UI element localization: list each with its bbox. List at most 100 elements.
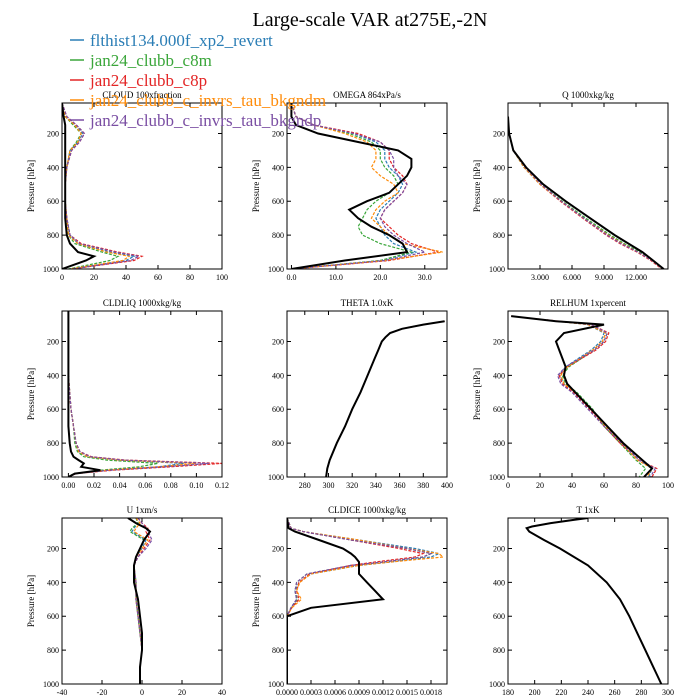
legend: flthist134.000f_xp2_revert jan24_clubb_c8… [70,31,326,130]
series-group [290,103,443,269]
series-line-4 [290,103,427,269]
y-tick-label: 200 [493,129,505,138]
figure-title: Large-scale VAR at275E,-2N [253,9,488,31]
legend-item: jan24_clubb_c_invrs_tau_bkgndp [70,111,321,130]
x-tick-label: -20 [97,688,108,697]
x-tick-label: 9.000 [595,273,613,282]
x-tick-label: 400 [441,481,453,490]
x-tick-label: 0 [60,273,64,282]
plot-frame [286,310,448,478]
series-line-4 [67,311,210,477]
x-tick-label: 60 [600,481,608,490]
series-line-4 [511,315,657,477]
series-line-1 [67,311,159,477]
obs-series-line [287,518,386,684]
y-tick-label: 400 [493,371,505,380]
panel-2: Q 1000xkg/kg Pressure [hPa] 200 400 600 800 10… [472,90,669,282]
x-tick-label: 0.0003 [300,688,322,697]
y-tick-label: 800 [493,646,505,655]
series-line-2 [325,320,445,477]
series-group [511,315,658,477]
legend-item: flthist134.000f_xp2_revert [70,31,273,50]
legend-item: jan24_clubb_c8p [70,71,207,90]
legend-label: jan24_clubb_c_invrs_tau_bkgndm [89,91,326,110]
y-tick-label: 1000 [489,265,505,274]
obs-series-line [67,311,101,477]
plot-frame [61,517,223,685]
series-line-4 [508,116,664,269]
panel-title: OMEGA 864xPa/s [333,90,401,100]
y-tick-label: 1000 [43,265,59,274]
plot-frame [507,310,669,478]
series-line-2 [525,518,662,684]
y-tick-label: 400 [47,163,59,172]
series-line-3 [67,311,197,477]
obs-series-line [325,320,445,477]
panel-7: CLDICE 1000xkg/kg Pressure [hPa] 200 400 600… [251,505,448,697]
series-line-0 [525,518,662,684]
y-tick-label: 200 [272,129,284,138]
obs-series-line [511,315,654,477]
panel-title: U 1xm/s [127,505,158,515]
series-group [127,518,153,684]
x-tick-label: 260 [609,688,621,697]
x-tick-label: 240 [582,688,594,697]
x-tick-label: -40 [57,688,68,697]
series-group [287,518,445,684]
x-tick-label: 0.0012 [372,688,394,697]
x-tick-label: 320 [346,481,358,490]
y-tick-label: 200 [272,337,284,346]
y-tick-label: 600 [47,405,59,414]
panel-1: OMEGA 864xPa/s Pressure [hPa] 200 400 600 800… [251,90,448,282]
plot-frame [61,102,223,270]
series-line-1 [525,518,662,684]
series-line-1 [325,320,445,477]
y-axis-label: Pressure [hPa] [251,575,261,627]
y-tick-label: 1000 [268,265,284,274]
series-group [67,311,222,477]
panel-title: Q 1000xkg/kg [562,90,614,100]
y-tick-label: 800 [47,231,59,240]
y-tick-label: 600 [272,405,284,414]
panel-title: THETA 1.0xK [341,298,394,308]
x-tick-label: 300 [662,688,674,697]
series-line-0 [67,311,184,477]
series-group [325,320,445,477]
y-tick-label: 1000 [43,473,59,482]
panel-3: CLDLIQ 1000xkg/kg Pressure [hPa] 200 400 600… [26,298,229,490]
y-tick-label: 200 [47,544,59,553]
x-tick-label: 280 [299,481,311,490]
panel-title: CLDICE 1000xkg/kg [328,505,406,515]
panel-title: RELHUM 1xpercent [550,298,626,308]
series-line-3 [511,315,653,477]
y-tick-label: 600 [272,612,284,621]
y-tick-label: 400 [272,371,284,380]
x-tick-label: 30.0 [418,273,432,282]
x-tick-label: 0.12 [215,481,229,490]
y-axis-label: Pressure [hPa] [251,160,261,212]
panel-title: CLOUD 100xfraction [102,90,182,100]
series-line-3 [287,518,445,684]
y-tick-label: 800 [493,231,505,240]
x-tick-label: 20.0 [373,273,387,282]
y-tick-label: 1000 [43,680,59,689]
x-tick-label: 0.08 [164,481,178,490]
series-line-0 [325,320,445,477]
x-tick-label: 20 [178,688,186,697]
y-tick-label: 600 [47,197,59,206]
x-tick-label: 180 [502,688,514,697]
y-tick-label: 400 [47,578,59,587]
series-line-2 [67,311,222,477]
y-tick-label: 1000 [268,473,284,482]
x-tick-label: 40 [122,273,130,282]
y-axis-label: Pressure [hPa] [472,368,482,420]
y-tick-label: 400 [493,163,505,172]
plot-frame [286,517,448,685]
x-tick-label: 20 [90,273,98,282]
series-line-3 [508,116,664,269]
plot-frame [507,102,669,270]
